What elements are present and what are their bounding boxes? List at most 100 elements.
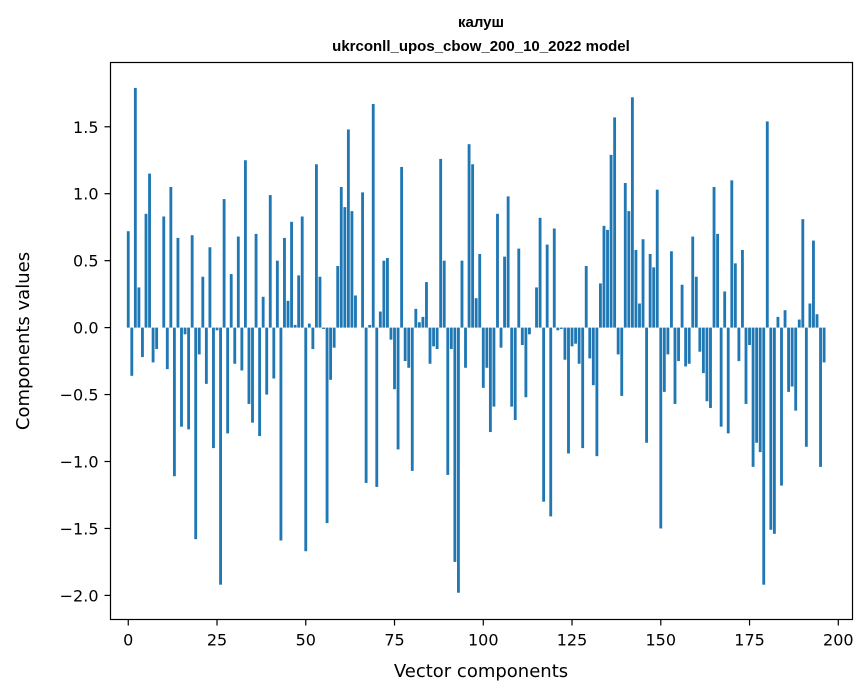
bar-190 [801,219,805,328]
bar-174 [744,327,748,404]
y-tick-label-2: −1.0 [60,453,99,472]
bar-185 [783,310,787,328]
bar-123 [563,327,567,360]
x-tick-label-50: 50 [296,631,316,650]
bar-88 [439,158,443,328]
bar-87 [435,327,439,350]
bar-161 [698,327,702,352]
bar-48 [297,275,301,328]
bar-21 [201,276,205,328]
bar-35 [251,327,254,423]
bar-72 [382,260,386,328]
bar-118 [545,244,549,328]
bar-103 [492,327,496,407]
bar-97 [471,164,475,328]
bar-126 [574,327,577,344]
bar-60 [339,187,343,328]
bar-0 [126,231,130,328]
bar-136 [609,154,613,328]
bar-167 [719,327,723,427]
bar-42 [275,260,279,328]
bar-92 [453,327,457,562]
bar-31 [236,236,240,328]
bar-134 [602,225,606,328]
bar-131 [591,327,595,386]
bar-43 [279,327,283,541]
x-tick-label-125: 125 [557,631,588,650]
x-tick-label-100: 100 [468,631,499,650]
bar-66 [361,192,364,328]
bar-83 [421,316,425,328]
y-tick-label-0: −2.0 [60,586,99,605]
bar-191 [804,327,808,447]
bar-44 [283,237,286,328]
bar-23 [208,247,212,328]
bar-111 [520,327,524,346]
bar-37 [258,327,262,437]
bar-84 [425,282,428,328]
bar-56 [325,327,329,524]
bar-128 [581,327,585,449]
bars-group [126,87,826,593]
bar-124 [567,327,570,454]
bar-63 [350,211,354,328]
bar-181 [769,327,773,530]
bar-15 [180,327,183,427]
bar-163 [705,327,709,402]
bar-4 [141,327,144,358]
bar-96 [467,144,471,328]
bar-86 [432,327,435,347]
y-tick-label-1: −1.5 [60,519,99,538]
chart-subtitle: ukrconll_upos_cbow_200_10_2022 model [332,38,630,55]
bar-80 [410,327,414,471]
bar-116 [538,217,542,328]
bar-194 [815,314,819,328]
bar-119 [549,327,553,517]
bar-81 [414,308,418,328]
bar-16 [183,327,187,335]
bar-20 [197,327,201,355]
bar-156 [680,284,684,328]
bar-50 [304,327,308,552]
bar-154 [673,327,677,404]
bar-164 [709,327,712,408]
bar-182 [772,327,776,534]
bar-79 [407,327,411,368]
bar-162 [701,327,705,374]
bar-158 [687,327,691,364]
bar-49 [300,216,304,328]
bar-26 [219,327,222,585]
bar-14 [176,237,180,328]
y-axis-ticks: −2.0 −1.5 −1.0 −0.5 0.0 0.5 1.0 1.5 [60,118,111,605]
bar-195 [819,327,822,467]
bar-104 [496,213,499,328]
bar-24 [212,327,215,449]
bar-12 [169,187,173,328]
bar-18 [190,235,194,328]
bar-120 [552,228,556,328]
bar-186 [787,327,791,392]
bar-129 [584,266,588,328]
bar-107 [506,196,510,328]
bar-38 [261,296,265,328]
bar-192 [808,303,812,328]
bar-91 [449,327,453,350]
bar-183 [776,316,780,328]
bar-142 [630,97,634,328]
bar-115 [535,287,538,328]
bar-71 [378,311,382,328]
bar-155 [677,327,680,362]
bar-189 [797,319,801,328]
y-tick-label-6: 1.0 [73,185,98,204]
bar-170 [730,180,734,328]
bar-159 [691,236,695,328]
bar-1 [130,327,134,376]
bar-32 [240,327,244,371]
bar-29 [229,274,233,328]
bar-193 [812,240,815,328]
bar-90 [446,327,450,475]
bar-77 [400,166,404,328]
bar-58 [332,327,336,348]
bar-41 [272,327,276,379]
bar-105 [499,327,503,348]
